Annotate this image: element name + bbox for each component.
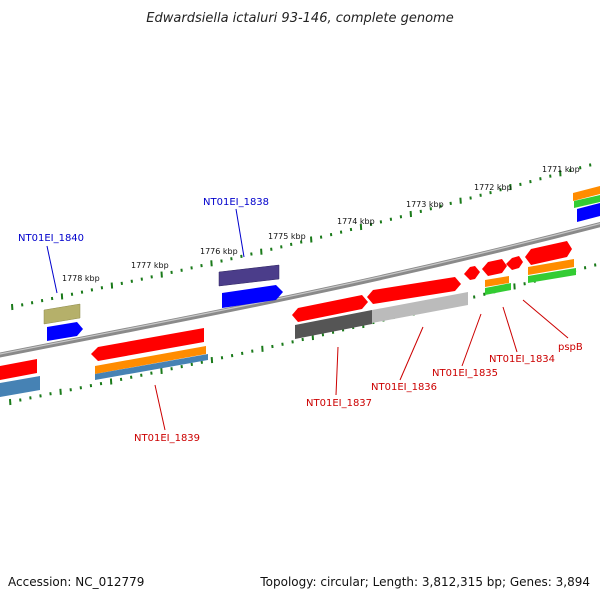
label-nt01ei-1840[interactable]: NT01EI_1840 (18, 233, 84, 244)
outer-tick-ring (11, 163, 592, 311)
gene-nt01ei-1836-feature[interactable] (372, 292, 468, 323)
label-nt01ei-1839[interactable]: NT01EI_1839 (134, 433, 200, 444)
label-pspb[interactable]: pspB (558, 342, 583, 353)
tick-label-1778: 1778 kbp (62, 274, 100, 283)
leader-nt01ei-1835 (461, 313, 482, 367)
tick-label-1772: 1772 kbp (474, 183, 512, 192)
gene-nt01ei-1837-cds[interactable] (292, 295, 368, 322)
gene-nt01ei-1838-feature[interactable] (218, 264, 280, 287)
label-nt01ei-1837[interactable]: NT01EI_1837 (306, 398, 372, 409)
gene-nt01ei-1839-steel[interactable] (95, 354, 208, 380)
gene-nt01ei-1834-orange[interactable] (485, 276, 509, 287)
gene-nt01ei-1839-orange[interactable] (95, 346, 206, 374)
leader-lines (46, 208, 569, 431)
gene-nt01ei-1837-feature[interactable] (295, 310, 372, 339)
gene-nt01ei-1839-cds[interactable] (91, 328, 204, 361)
tick-label-1776: 1776 kbp (200, 247, 238, 256)
topology-text: Topology: circular; Length: 3,812,315 bp… (259, 575, 590, 589)
tick-labels: 1771 kbp 1772 kbp 1773 kbp 1774 kbp 1775… (62, 165, 580, 283)
gene-labels: NT01EI_1840 NT01EI_1838 NT01EI_1839 NT01… (18, 197, 583, 444)
leader-nt01ei-1838 (235, 208, 245, 258)
gene-nt01ei-1838-cds[interactable] (222, 285, 283, 308)
gene-nt01ei-1834-green[interactable] (485, 283, 511, 295)
tick-label-1771: 1771 kbp (542, 165, 580, 174)
gene-pspb-green[interactable] (528, 268, 576, 283)
gene-nt01ei-1840-feature[interactable] (43, 303, 81, 325)
gene-features (0, 186, 600, 397)
accession-text: Accession: NC_012779 (8, 575, 144, 589)
gene-small-red[interactable] (506, 256, 523, 270)
gene-left-red[interactable] (0, 359, 37, 380)
leader-nt01ei-1834 (502, 306, 518, 353)
label-nt01ei-1834[interactable]: NT01EI_1834 (489, 354, 555, 365)
gene-right-blue[interactable] (577, 203, 600, 222)
tick-label-1775: 1775 kbp (268, 232, 306, 241)
label-nt01ei-1835[interactable]: NT01EI_1835 (432, 368, 498, 379)
leader-pspb (522, 299, 569, 339)
leader-nt01ei-1836 (399, 326, 424, 381)
map-title: Edwardsiella ictaluri 93-146, complete g… (146, 11, 453, 26)
tick-label-1774: 1774 kbp (337, 217, 375, 226)
gene-pspb-cds[interactable] (525, 241, 572, 265)
tick-label-1777: 1777 kbp (131, 261, 169, 270)
gene-right-green[interactable] (574, 195, 600, 208)
gene-nt01ei-1835-cds[interactable] (464, 266, 480, 280)
label-nt01ei-1838[interactable]: NT01EI_1838 (203, 197, 269, 208)
tick-label-1773: 1773 kbp (406, 200, 444, 209)
leader-nt01ei-1837 (335, 346, 339, 396)
leader-nt01ei-1839 (154, 384, 166, 431)
gene-nt01ei-1840-cds[interactable] (47, 322, 83, 341)
genome-backbone (0, 222, 600, 358)
gene-nt01ei-1834-cds[interactable] (482, 259, 507, 276)
gene-left-steel[interactable] (0, 376, 40, 397)
gene-pspb-orange[interactable] (528, 259, 574, 275)
leader-nt01ei-1840 (46, 245, 58, 294)
label-nt01ei-1836[interactable]: NT01EI_1836 (371, 382, 437, 393)
gene-nt01ei-1836-cds[interactable] (367, 277, 461, 304)
gene-right-orange[interactable] (573, 186, 600, 201)
